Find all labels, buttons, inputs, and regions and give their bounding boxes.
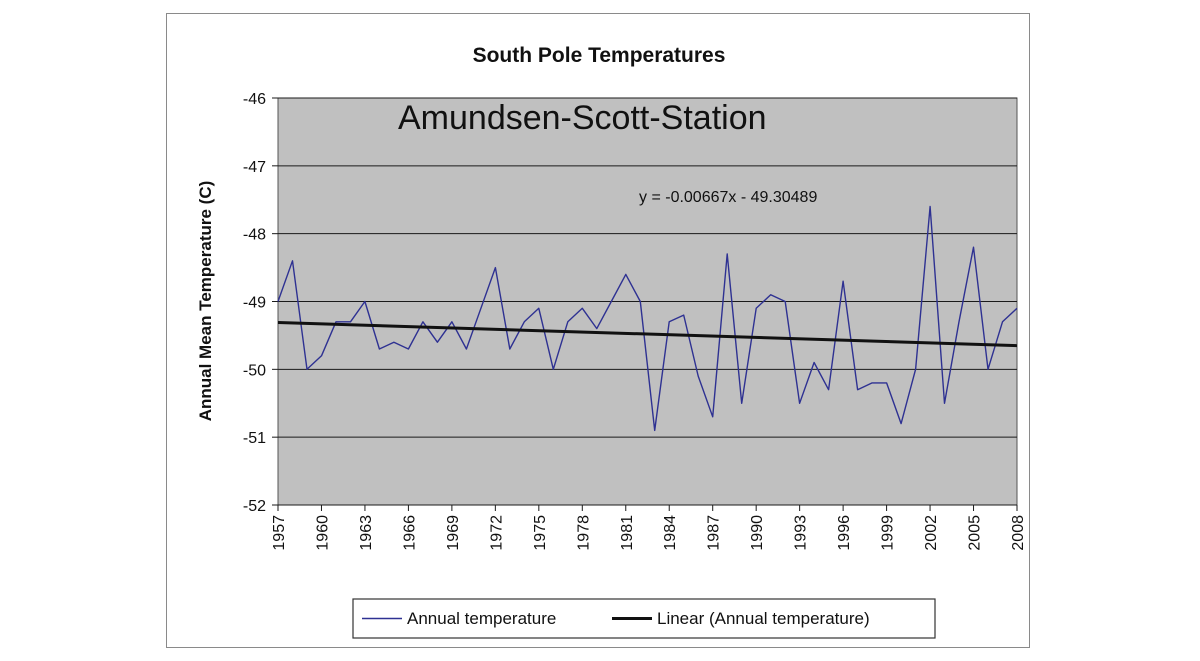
x-tick-label: 1975 [532, 515, 549, 551]
y-tick-label: -46 [243, 91, 266, 108]
legend-label-annual: Annual temperature [407, 609, 556, 628]
chart-svg: South Pole Temperatures -46-47-48-49-50-… [196, 44, 1027, 639]
legend-label-linear: Linear (Annual temperature) [657, 609, 870, 628]
chart-title: South Pole Temperatures [473, 44, 726, 67]
x-tick-labels: 1957 1960 1963 1966 1969 1972 1975 1978 1981 1984… [271, 505, 1027, 551]
series-line-annual-temperature [277, 205, 1018, 432]
x-tick-label: 1957 [271, 515, 288, 551]
x-tick-label: 1990 [749, 515, 766, 551]
chart-frame: South Pole Temperatures -46 -47 -48 -49 -50-… [166, 13, 1030, 648]
station-annotation: Amundsen-Scott-Station [398, 99, 767, 137]
x-tick-label: 1981 [619, 515, 636, 551]
x-tick-label: 1984 [662, 515, 679, 551]
x-tick-label: 1999 [880, 515, 897, 551]
x-tick-label: 1969 [445, 515, 462, 551]
y-tick-label: -47 [243, 159, 266, 176]
y-tick-label: -51 [243, 430, 266, 447]
y-axis-label: Annual Mean Temperature (C) [196, 181, 215, 422]
x-tick-label: 2008 [1010, 515, 1027, 551]
x-tick-label: 1963 [358, 515, 375, 551]
series-layer [277, 205, 1018, 432]
x-tick-label: 1978 [575, 515, 592, 551]
y-tick-labels: -46 -47 -48 -49 -50 -51 -52 [243, 91, 266, 515]
y-tick-label: -50 [243, 362, 266, 379]
legend: Annual temperature Linear (Annual temper… [352, 598, 936, 639]
x-tick-label: 1960 [314, 515, 331, 551]
trend-equation: y = -0.00667x - 49.30489 [639, 189, 817, 206]
x-tick-label: 2005 [967, 515, 984, 551]
x-tick-label: 1996 [836, 515, 853, 551]
x-tick-label: 1966 [401, 515, 418, 551]
x-tick-label: 1972 [488, 515, 505, 551]
y-tick-label: -49 [243, 295, 266, 312]
x-tick-label: 2002 [923, 515, 940, 551]
x-tick-label: 1993 [793, 515, 810, 551]
x-tick-label: 1987 [706, 515, 723, 551]
trendline-linear [277, 321, 1018, 348]
y-tick-label: -48 [243, 227, 266, 244]
y-tick-label: -52 [243, 498, 266, 515]
